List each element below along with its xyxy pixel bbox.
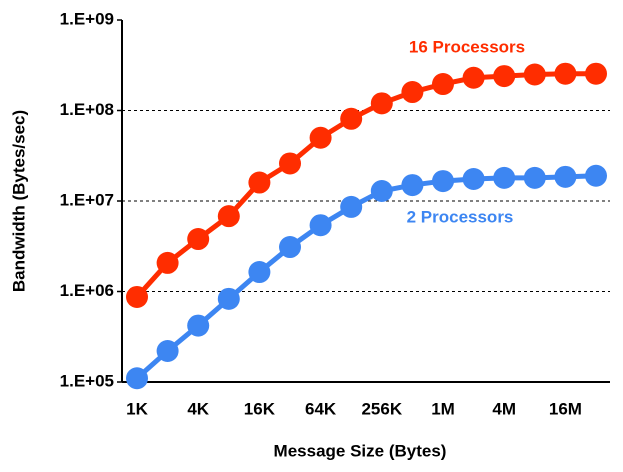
x-tick-label: 64K [305, 399, 337, 418]
point [217, 287, 240, 310]
series-label: 16 Processors [409, 37, 525, 56]
point [248, 261, 271, 284]
point [523, 166, 546, 189]
point [370, 92, 393, 115]
point [126, 367, 148, 390]
point [126, 285, 148, 308]
point [462, 66, 485, 89]
point [523, 63, 546, 86]
x-tick-label: 1M [431, 399, 455, 418]
point [462, 168, 485, 191]
point [156, 340, 179, 363]
x-tick-label: 16M [549, 399, 582, 418]
x-tick-label: 256K [361, 399, 402, 418]
y-tick-label: 1.E+06 [60, 281, 114, 300]
point [187, 228, 210, 251]
y-axis-label: Bandwidth (Bytes/sec) [9, 110, 28, 292]
point [340, 107, 363, 130]
point [432, 73, 454, 96]
point [309, 126, 332, 149]
point [309, 214, 332, 237]
point [279, 236, 301, 259]
y-tick-label: 1.E+05 [60, 371, 114, 390]
point [554, 165, 577, 188]
point [493, 65, 516, 88]
y-tick-label: 1.E+07 [60, 190, 114, 209]
point [554, 62, 577, 85]
x-tick-label: 4M [492, 399, 516, 418]
y-tick-label: 1.E+09 [60, 9, 114, 28]
point [585, 62, 607, 85]
point [401, 174, 424, 197]
x-axis-label: Message Size (Bytes) [274, 441, 447, 460]
point [370, 179, 393, 202]
series-line [135, 173, 597, 381]
series-line [135, 71, 596, 299]
point [340, 195, 363, 218]
point [493, 166, 516, 189]
y-tick-label: 1.E+08 [60, 100, 114, 119]
point [187, 314, 210, 337]
point [401, 81, 424, 104]
x-tick-label: 1K [126, 399, 148, 418]
point [585, 164, 607, 187]
point [432, 170, 454, 193]
point [156, 251, 179, 274]
x-tick-label: 16K [244, 399, 276, 418]
series-label: 2 Processors [407, 207, 514, 226]
point [279, 152, 301, 175]
point [248, 171, 271, 194]
x-tick-label: 4K [187, 399, 209, 418]
point [217, 205, 240, 228]
